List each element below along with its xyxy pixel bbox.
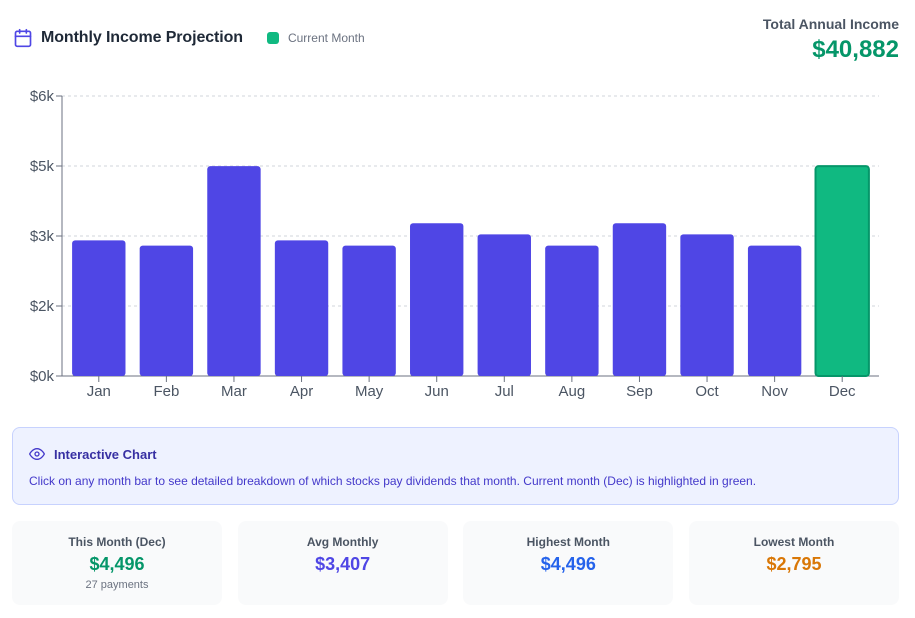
x-tick-label: Feb [153,383,179,400]
stat-card-this-month: This Month (Dec) $4,496 27 payments [12,521,222,605]
bar-apr[interactable] [274,240,329,376]
y-tick-label: $5k [30,158,55,175]
bar-jun[interactable] [410,223,464,376]
y-tick-label: $2k [30,298,55,315]
bar-oct[interactable] [680,234,734,376]
y-tick-label: $3k [30,228,55,245]
total-value: $40,882 [812,36,899,63]
bar-may[interactable] [342,245,396,376]
info-text: Click on any month bar to see detailed b… [29,474,757,488]
info-box: Interactive Chart Click on any month bar… [12,427,899,505]
legend-label: Current Month [287,31,365,45]
calendar-icon [13,28,33,48]
stat-label: Lowest Month [753,535,835,549]
stat-value: $4,496 [89,554,145,574]
stat-card-avg-monthly: Avg Monthly $3,407 [237,521,448,605]
bar-mar[interactable] [207,166,261,376]
stat-label: This Month (Dec) [68,535,166,549]
x-tick-label: Sep [626,383,653,400]
stat-card-lowest-month: Lowest Month $2,795 [688,521,899,605]
x-tick-label: Dec [829,383,856,400]
bar-sep[interactable] [612,223,667,376]
income-bar-chart: $0k $2k $3k $5k $6k Jan Feb Mar Apr May Jun Jul Aug S… [0,85,915,405]
stat-label: Avg Monthly [306,535,379,549]
x-tick-label: Jan [87,383,111,400]
stats-row: This Month (Dec) $4,496 27 payments Avg … [12,521,899,605]
bar-jul[interactable] [477,234,531,376]
bar-aug[interactable] [545,245,599,376]
total-annual-income: Total Annual Income $40,882 [763,16,899,64]
y-tick-label: $6k [30,88,55,105]
chart-legend: Current Month [266,31,365,45]
header: Monthly Income Projection Current Month … [0,0,915,80]
x-tick-label: Oct [695,383,719,400]
x-tick-label: Apr [290,383,313,400]
x-tick-label: May [355,383,384,400]
stat-label: Highest Month [526,535,610,549]
total-label: Total Annual Income [762,16,899,32]
info-title: Interactive Chart [54,446,157,462]
stat-value: $2,795 [766,554,822,574]
chart-svg: $0k $2k $3k $5k $6k Jan Feb Mar Apr May Jun Jul Aug S… [30,88,879,400]
bar-dec[interactable] [814,165,870,378]
x-tick-label: Jul [495,383,514,400]
stat-card-highest-month: Highest Month $4,496 [463,521,674,605]
legend-swatch [266,32,279,44]
bar-feb[interactable] [139,245,194,376]
stat-value: $4,496 [540,554,596,574]
x-tick-label: Jun [425,383,449,400]
y-tick-label: $0k [30,368,55,385]
x-tick-label: Aug [559,383,586,400]
title-group: Monthly Income Projection Current Month [13,28,365,48]
page-title: Monthly Income Projection [41,29,243,46]
bar-jan[interactable] [72,240,126,376]
bar-nov[interactable] [747,245,802,376]
x-tick-label: Nov [761,383,788,400]
info-header: Interactive Chart [29,446,157,462]
x-tick-label: Mar [221,383,247,400]
stat-subtext: 27 payments [85,579,149,591]
stat-value: $3,407 [315,554,371,574]
eye-icon [29,446,45,462]
